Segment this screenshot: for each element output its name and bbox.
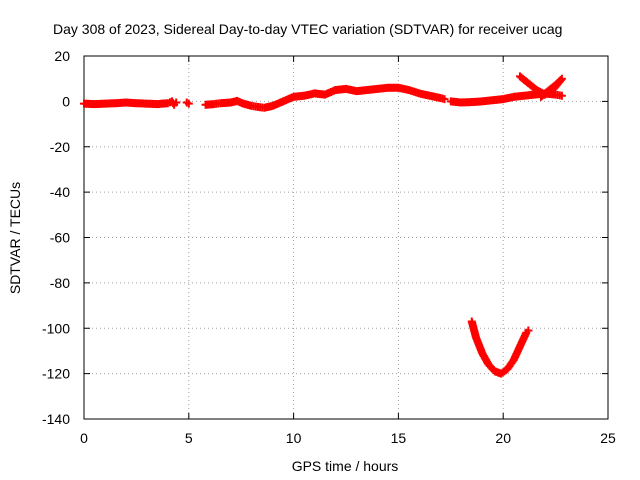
y-tick-label: -20 bbox=[50, 139, 70, 155]
y-ticks: 20 0 -20 -40 -60 -80 -100 -120 -140 bbox=[42, 48, 608, 427]
chart-title: Day 308 of 2023, Sidereal Day-to-day VTE… bbox=[53, 21, 562, 37]
x-tick-label: 10 bbox=[286, 430, 302, 446]
series-segment2 bbox=[201, 83, 449, 112]
data-point bbox=[557, 91, 566, 100]
data-point bbox=[524, 326, 533, 335]
y-tick-label: 20 bbox=[54, 48, 70, 64]
x-ticks: 0 5 10 15 20 25 bbox=[80, 56, 616, 446]
x-tick-label: 0 bbox=[80, 430, 88, 446]
y-axis-label: SDTVAR / TECUs bbox=[7, 182, 23, 294]
plot-frame bbox=[83, 55, 609, 420]
y-tick-label: -140 bbox=[42, 411, 70, 427]
series-main bbox=[80, 97, 181, 109]
series-spikes bbox=[515, 72, 566, 101]
x-tick-label: 15 bbox=[391, 430, 407, 446]
data-point bbox=[440, 95, 449, 104]
x-tick-label: 20 bbox=[495, 430, 511, 446]
series-arc bbox=[467, 317, 533, 378]
y-tick-label: -100 bbox=[42, 320, 70, 336]
data-point bbox=[538, 91, 547, 100]
x-tick-label: 25 bbox=[600, 430, 616, 446]
x-axis-label: GPS time / hours bbox=[292, 458, 399, 474]
y-tick-label: -40 bbox=[50, 184, 70, 200]
grid-lines bbox=[84, 56, 608, 419]
series-isolated bbox=[182, 98, 193, 108]
data-series bbox=[80, 72, 566, 378]
y-tick-label: -80 bbox=[50, 275, 70, 291]
y-tick-label: -60 bbox=[50, 230, 70, 246]
data-point bbox=[172, 98, 181, 107]
data-point bbox=[536, 92, 545, 101]
data-point bbox=[184, 99, 193, 108]
y-tick-label: -120 bbox=[42, 366, 70, 382]
y-tick-label: 0 bbox=[62, 93, 70, 109]
x-tick-label: 5 bbox=[185, 430, 193, 446]
